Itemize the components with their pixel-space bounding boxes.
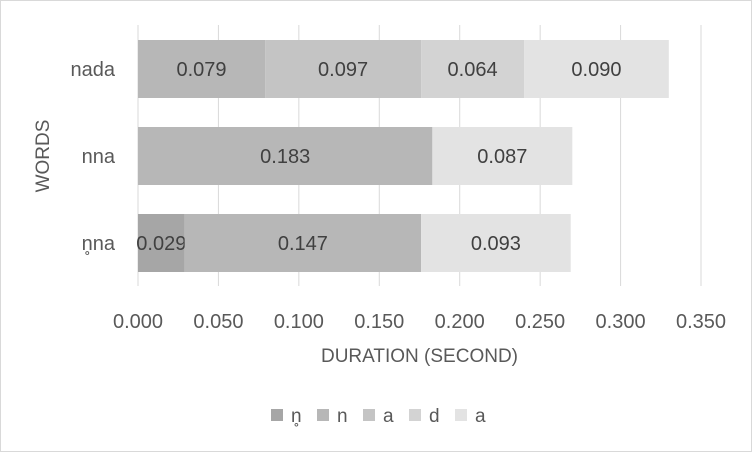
bar-segment (421, 40, 525, 98)
x-tick-label: 0.050 (193, 311, 243, 333)
legend-swatch (317, 409, 329, 421)
bar-segment (138, 127, 433, 185)
category-label: nna (82, 146, 116, 168)
legend-swatch (409, 409, 421, 421)
bar-segment (432, 127, 573, 185)
data-label: 0.147 (278, 233, 328, 255)
legend-swatch (455, 409, 467, 421)
data-label: 0.090 (571, 59, 621, 81)
data-label: 0.183 (260, 146, 310, 168)
legend-label: a (475, 406, 486, 427)
legend-swatch (363, 409, 375, 421)
bar-segment (184, 214, 422, 272)
x-axis-title: DURATION (SECOND) (321, 346, 518, 367)
bar-segment (138, 214, 185, 272)
legend-label: a (383, 406, 394, 427)
data-label: 0.079 (177, 59, 227, 81)
x-tick-label: 0.150 (354, 311, 404, 333)
category-label: n̥na (82, 233, 116, 255)
x-tick-label: 0.300 (596, 311, 646, 333)
x-tick-label: 0.200 (435, 311, 485, 333)
data-label: 0.097 (318, 59, 368, 81)
legend-label: n̥ (291, 406, 302, 427)
x-tick-label: 0.250 (515, 311, 565, 333)
legend-label: n (337, 406, 348, 427)
y-axis-title: WORDS (33, 120, 54, 193)
bar-segment (265, 40, 422, 98)
data-label: 0.093 (471, 233, 521, 255)
x-tick-label: 0.000 (113, 311, 163, 333)
bar-segment (421, 214, 571, 272)
data-label: 0.029 (136, 233, 186, 255)
x-tick-label: 0.100 (274, 311, 324, 333)
bar-segment (524, 40, 669, 98)
data-label: 0.087 (477, 146, 527, 168)
legend-swatch (271, 409, 283, 421)
x-tick-label: 0.350 (676, 311, 726, 333)
legend-label: d (429, 406, 440, 427)
data-label: 0.064 (448, 59, 498, 81)
bar-segment (138, 40, 266, 98)
category-label: nada (71, 59, 116, 81)
